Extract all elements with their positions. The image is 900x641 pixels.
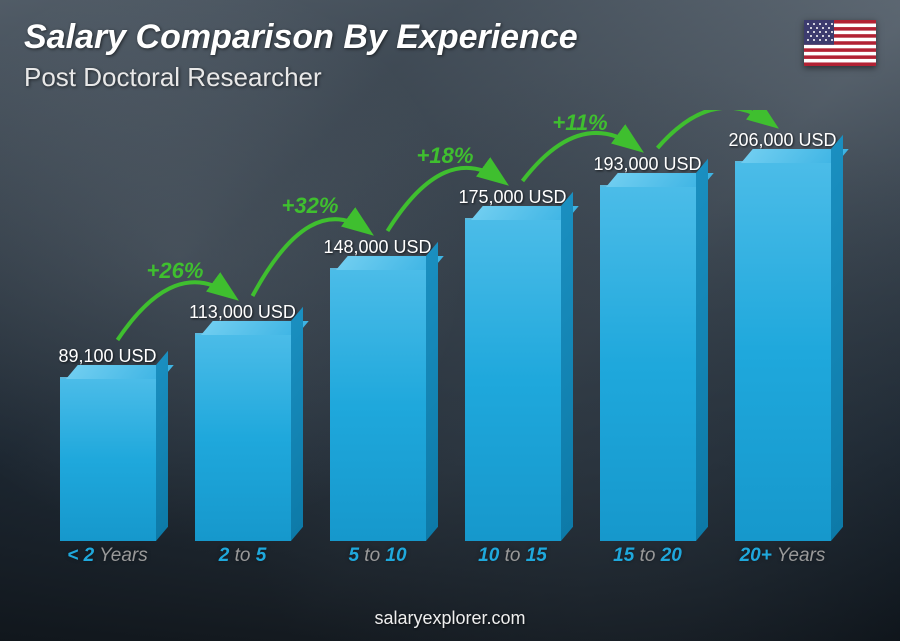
x-labels-row: < 2 Years2 to 55 to 1010 to 1515 to 2020… bbox=[40, 545, 850, 575]
bar-value-label: 206,000 USD bbox=[728, 130, 836, 151]
bar-wrap: 175,000 USD bbox=[445, 187, 580, 541]
bar bbox=[195, 333, 291, 541]
x-axis-label: 10 to 15 bbox=[445, 545, 580, 575]
bar-wrap: 193,000 USD bbox=[580, 154, 715, 541]
x-axis-label: 2 to 5 bbox=[175, 545, 310, 575]
page-subtitle: Post Doctoral Researcher bbox=[24, 62, 322, 93]
us-flag-icon bbox=[804, 20, 876, 66]
bar-wrap: 206,000 USD bbox=[715, 130, 850, 541]
bar-wrap: 89,100 USD bbox=[40, 346, 175, 541]
bar-value-label: 148,000 USD bbox=[323, 237, 431, 258]
x-axis-label: < 2 Years bbox=[40, 545, 175, 575]
page-title: Salary Comparison By Experience bbox=[24, 18, 578, 57]
bar-wrap: 113,000 USD bbox=[175, 302, 310, 541]
bar-value-label: 193,000 USD bbox=[593, 154, 701, 175]
bar bbox=[465, 218, 561, 541]
bar bbox=[60, 377, 156, 541]
bar bbox=[735, 161, 831, 541]
bar-value-label: 89,100 USD bbox=[58, 346, 156, 367]
chart-container: Salary Comparison By Experience Post Doc… bbox=[0, 0, 900, 641]
chart-area: 89,100 USD 113,000 USD 148,000 USD 175,000 … bbox=[40, 110, 850, 571]
bars-row: 89,100 USD 113,000 USD 148,000 USD 175,000 … bbox=[40, 110, 850, 541]
x-axis-label: 15 to 20 bbox=[580, 545, 715, 575]
bar-wrap: 148,000 USD bbox=[310, 237, 445, 541]
bar-value-label: 113,000 USD bbox=[189, 302, 296, 323]
x-axis-label: 20+ Years bbox=[715, 545, 850, 575]
footer-credit: salaryexplorer.com bbox=[0, 608, 900, 629]
bar bbox=[330, 268, 426, 541]
bar-value-label: 175,000 USD bbox=[458, 187, 566, 208]
x-axis-label: 5 to 10 bbox=[310, 545, 445, 575]
bar bbox=[600, 185, 696, 541]
